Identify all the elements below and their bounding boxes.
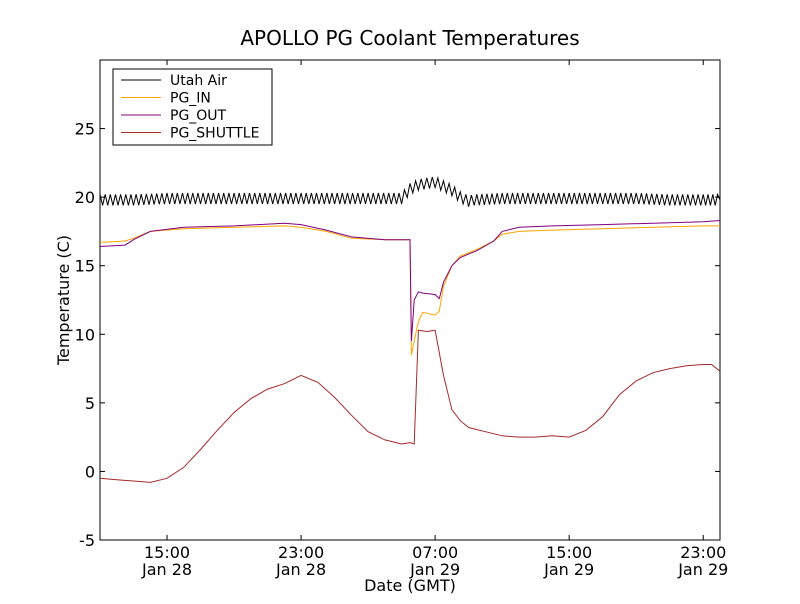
x-axis-label: Date (GMT) <box>364 576 456 595</box>
series-line-1 <box>99 225 720 355</box>
y-tick-label: -5 <box>79 531 95 550</box>
chart-title: APOLLO PG Coolant Temperatures <box>240 26 579 50</box>
x-tick-label-time: 23:00 <box>278 543 324 562</box>
series-layer <box>99 175 721 483</box>
x-tick-label-date: Jan 29 <box>543 560 594 579</box>
series-line-2 <box>99 220 721 342</box>
y-tick-label: 15 <box>75 257 95 276</box>
y-tick-label: 5 <box>85 394 95 413</box>
x-tick-label-date: Jan 28 <box>275 560 326 579</box>
legend-label: Utah Air <box>170 73 227 89</box>
y-axis-label: Temperature (C) <box>54 235 73 366</box>
legend-label: PG_IN <box>170 91 211 107</box>
x-tick-label-date: Jan 28 <box>141 560 192 579</box>
x-tick-label-time: 07:00 <box>412 543 458 562</box>
series-line-0 <box>99 175 721 207</box>
plot-frame <box>99 59 721 541</box>
x-tick-label-time: 15:00 <box>546 543 592 562</box>
x-tick-label-time: 23:00 <box>680 543 726 562</box>
y-tick-label: 10 <box>75 325 95 344</box>
y-tick-label: 20 <box>75 188 95 207</box>
x-tick-label-date: Jan 29 <box>409 560 460 579</box>
x-tick-label-date: Jan 29 <box>677 560 728 579</box>
series-line-3 <box>99 329 721 483</box>
legend-label: PG_SHUTTLE <box>170 126 259 142</box>
y-tick-label: 0 <box>85 462 95 481</box>
y-tick-label: 25 <box>75 120 95 139</box>
x-tick-label-time: 15:00 <box>144 543 190 562</box>
legend-label: PG_OUT <box>170 108 227 124</box>
